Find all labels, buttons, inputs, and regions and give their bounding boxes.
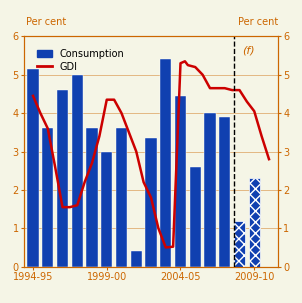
Bar [116, 128, 127, 267]
Bar [249, 178, 260, 267]
Bar [219, 117, 230, 267]
Bar [175, 96, 186, 267]
Bar [72, 75, 83, 267]
Bar [27, 69, 39, 267]
Bar [160, 59, 171, 267]
Bar [234, 221, 245, 267]
Bar [190, 167, 201, 267]
Bar [131, 251, 142, 267]
Text: (f): (f) [243, 46, 255, 56]
Text: Per cent: Per cent [238, 17, 278, 27]
Legend: Consumption, GDI: Consumption, GDI [34, 46, 127, 75]
Bar [86, 128, 98, 267]
Bar [42, 128, 53, 267]
Bar [204, 113, 216, 267]
Text: Per cent: Per cent [26, 17, 66, 27]
Bar [146, 138, 156, 267]
Bar [101, 152, 112, 267]
Bar [57, 90, 68, 267]
